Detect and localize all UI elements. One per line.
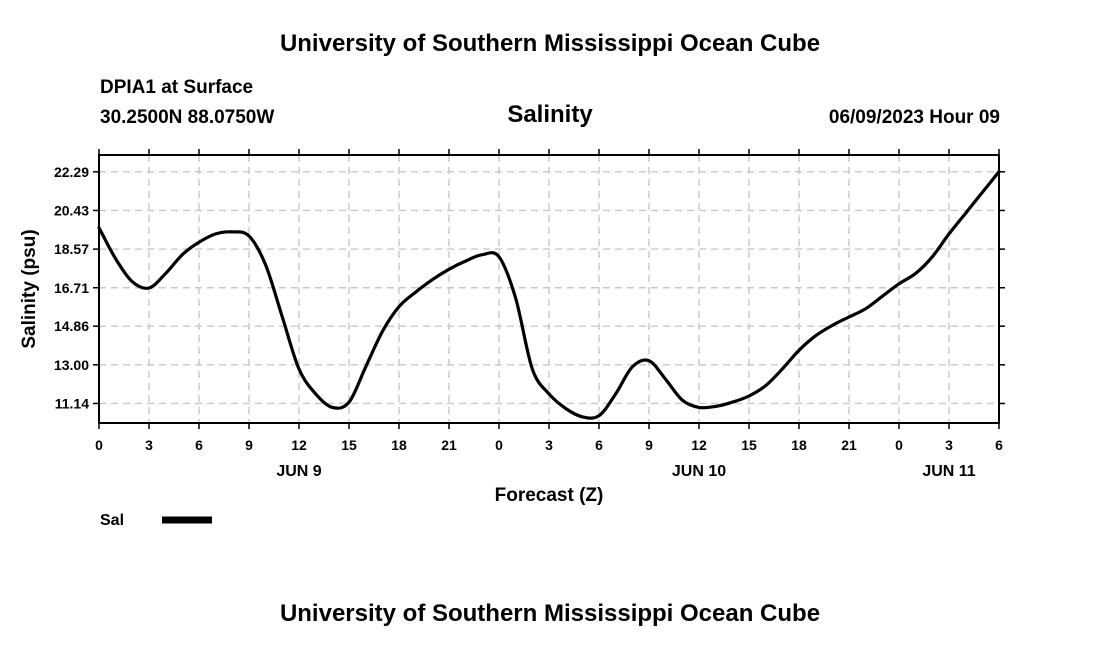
x-tick-label: 6: [995, 437, 1003, 453]
chart-title: Salinity: [507, 101, 593, 128]
y-tick-label: 20.43: [54, 202, 89, 218]
series: [97, 170, 1001, 420]
x-tick-label: 21: [441, 437, 457, 453]
y-tick-label: 11.14: [55, 395, 89, 411]
x-tick-label: 15: [741, 437, 757, 453]
main-title: University of Southern Mississippi Ocean…: [279, 30, 821, 57]
day-label: JUN 9: [276, 463, 321, 480]
y-tick-label: 16.71: [54, 280, 89, 296]
x-tick-label: 6: [595, 437, 603, 453]
y-tick-label: 14.86: [54, 318, 89, 334]
coordinates-label: 30.2500N 88.0750W: [100, 107, 275, 128]
x-tick-label: 6: [195, 437, 203, 453]
legend-label: Sal: [100, 512, 124, 529]
station-label: DPIA1 at Surface: [100, 77, 254, 98]
plot-frame: [98, 154, 1000, 424]
x-tick-label: 0: [895, 437, 903, 453]
datetime-label: 06/09/2023 Hour 09: [828, 107, 1000, 128]
x-tick-label: 12: [691, 437, 707, 453]
x-tick-label: 15: [341, 437, 357, 453]
day-label: JUN 11: [922, 463, 975, 480]
footer-title: University of Southern Mississippi Ocean…: [279, 600, 821, 627]
legend: Sal: [100, 512, 212, 529]
x-tick-label: 0: [495, 437, 503, 453]
x-tick-label: 21: [841, 437, 857, 453]
x-axis-label: Forecast (Z): [495, 485, 604, 506]
y-tick-label: 22.29: [54, 164, 89, 180]
series-line-sal: [97, 170, 1001, 420]
axes: 0 3 6 9 12 15 18 21 0 3 6 9 12 15 18 21 0 3 6 11.14 13.00 14.…: [19, 149, 1005, 506]
x-tick-label: 9: [645, 437, 653, 453]
y-tick-label: 18.57: [54, 241, 89, 257]
x-tick-label: 0: [95, 437, 103, 453]
x-tick-label: 3: [145, 437, 153, 453]
x-tick-label: 3: [545, 437, 553, 453]
x-tick-label: 18: [791, 437, 807, 453]
grid: [99, 155, 999, 423]
day-label: JUN 10: [672, 463, 726, 480]
y-tick-label: 13.00: [54, 357, 89, 373]
x-tick-label: 9: [245, 437, 253, 453]
y-axis-label: Salinity (psu): [19, 229, 40, 348]
x-tick-label: 3: [945, 437, 953, 453]
x-tick-label: 12: [291, 437, 307, 453]
x-tick-label: 18: [391, 437, 407, 453]
